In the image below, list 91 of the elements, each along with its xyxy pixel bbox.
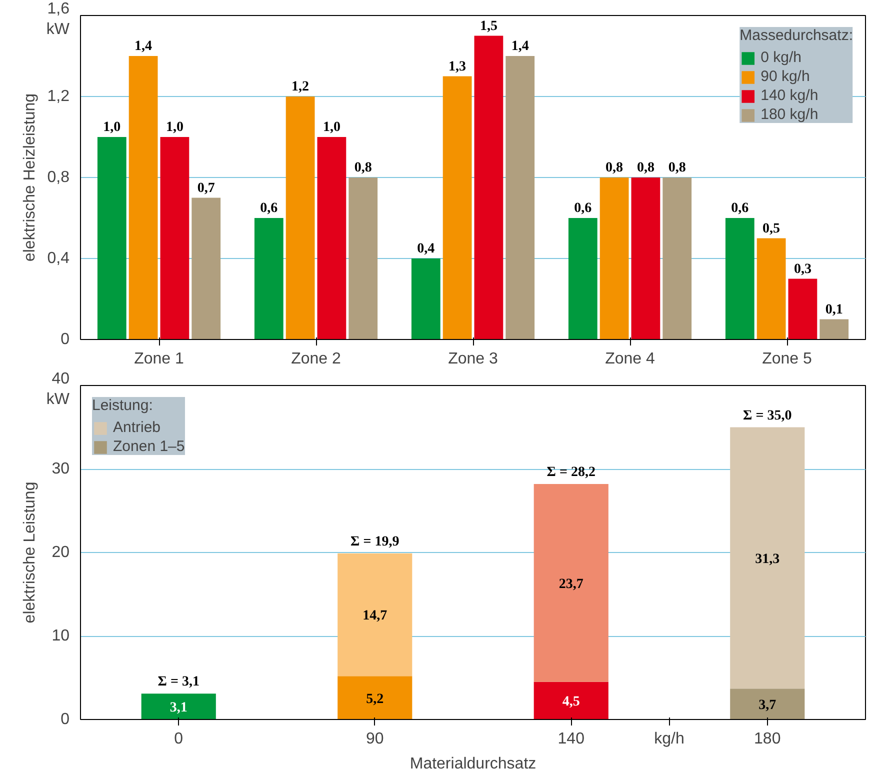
bar	[442, 76, 472, 340]
bar	[286, 96, 315, 340]
x-tick-label: 0	[174, 730, 184, 748]
data-label: 0,8	[606, 160, 624, 176]
bar	[506, 56, 535, 340]
text: kW	[46, 20, 70, 38]
bar	[254, 218, 284, 340]
data-label: 1,3	[448, 59, 466, 74]
x-tick-label: Zone 1	[134, 350, 184, 368]
total-label: Σ = 3,1	[158, 674, 200, 690]
data-label: 1,0	[322, 120, 340, 135]
legend-label: Antrieb	[113, 419, 161, 436]
data-label: 0,8	[354, 160, 372, 176]
bar	[631, 178, 660, 340]
data-label: 1,5	[480, 18, 498, 34]
y-axis-title: elektrische Heizleistung	[21, 93, 38, 262]
legend-title: Massedurchsatz:	[740, 27, 853, 44]
legend-label: 180 kg/h	[760, 106, 818, 123]
y-tick-label: 1,6	[47, 0, 70, 18]
bar	[788, 278, 818, 340]
bar	[317, 137, 346, 340]
bar	[97, 137, 126, 340]
data-label: 0,6	[731, 201, 749, 216]
bar	[474, 36, 504, 340]
bar	[730, 688, 805, 720]
bar	[725, 218, 754, 340]
legend-label: 90 kg/h	[760, 68, 810, 85]
data-label: 0,8	[636, 160, 654, 176]
bar	[348, 178, 378, 340]
data-label: 0,7	[197, 180, 215, 196]
x-tick-label: Zone 4	[605, 350, 656, 368]
legend-label: Zonen 1–5	[113, 438, 185, 455]
data-label: 0,8	[668, 160, 686, 176]
text: kW	[46, 390, 70, 408]
legend-title: Leistung:	[92, 397, 154, 414]
data-label: 31,3	[755, 552, 780, 567]
x-tick-label: 90	[366, 730, 384, 748]
bar	[568, 218, 598, 340]
data-label: 1,4	[511, 39, 529, 54]
data-label: 3,1	[170, 700, 188, 716]
bar	[338, 553, 412, 676]
data-label: 1,0	[166, 120, 184, 135]
data-label: 14,7	[362, 608, 388, 624]
data-label: 23,7	[558, 576, 584, 592]
bar	[756, 238, 786, 340]
total-label: Σ = 35,0	[743, 408, 792, 424]
bar	[338, 676, 412, 720]
bar	[128, 56, 158, 340]
data-label: 1,4	[134, 39, 152, 54]
y-axis-title: elektrische Leistung	[21, 482, 38, 624]
data-label: 0,6	[260, 201, 278, 216]
data-label: 1,0	[103, 120, 121, 135]
bar	[141, 694, 216, 720]
bar	[730, 427, 805, 689]
bar	[534, 484, 608, 682]
y-tick-label: 20	[52, 544, 70, 561]
legend-label: 140 kg/h	[760, 87, 818, 104]
x-tick-label: 140	[558, 730, 585, 748]
data-label: 5,2	[366, 692, 384, 707]
legend-label: 0 kg/h	[760, 49, 802, 66]
y-tick-label: 1,2	[47, 88, 70, 105]
data-label: 4,5	[562, 694, 580, 710]
bar	[534, 682, 608, 720]
x-tick-label: Zone 3	[448, 350, 498, 368]
total-label: Σ = 19,9	[350, 534, 400, 550]
bar	[411, 258, 440, 340]
bar	[160, 137, 190, 340]
text: kg/h	[654, 730, 684, 748]
bar	[662, 178, 692, 340]
y-tick-label: 10	[52, 628, 70, 644]
data-label: 0,3	[794, 262, 812, 277]
y-tick-label: 40	[52, 370, 70, 388]
bar	[600, 178, 629, 340]
data-label: 0,1	[825, 302, 843, 318]
x-tick-label: Zone 2	[291, 350, 342, 368]
data-label: 0,4	[417, 242, 435, 256]
bar	[192, 198, 221, 340]
x-tick-label: Zone 5	[762, 350, 812, 368]
y-tick-label: 0	[60, 711, 70, 728]
data-label: 0,5	[762, 221, 780, 236]
y-tick-label: 30	[52, 460, 70, 478]
total-label: Σ = 28,2	[546, 465, 596, 480]
x-tick-label: 180	[754, 730, 781, 748]
y-tick-label: 0,8	[47, 169, 70, 186]
x-axis-title: Materialdurchsatz	[410, 756, 536, 772]
data-label: 3,7	[758, 698, 776, 714]
data-label: 1,2	[292, 80, 310, 94]
y-tick-label: 0	[60, 331, 70, 348]
y-tick-label: 0,4	[47, 250, 70, 267]
bar	[820, 319, 849, 340]
data-label: 0,6	[574, 201, 592, 216]
